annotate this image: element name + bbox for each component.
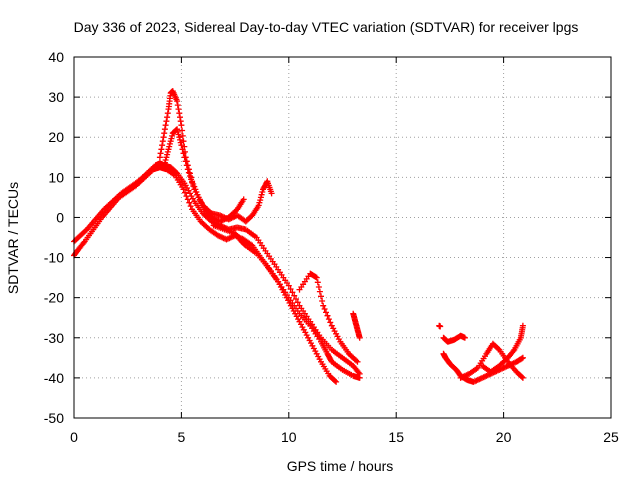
series-markers-track-i <box>440 332 468 345</box>
x-tick-label: 10 <box>281 429 297 445</box>
y-tick-label: -30 <box>44 330 64 346</box>
series-markers-track-d <box>161 126 275 225</box>
series-markers-track-g <box>350 310 363 341</box>
axis-ticks <box>73 56 612 419</box>
series-track-a <box>71 160 363 377</box>
chart-title: Day 336 of 2023, Sidereal Day-to-day VTE… <box>74 19 579 35</box>
tick-labels: 0 5 10 15 20 25 -50 -40 -30 -20 -10 0 10 20 30 40 <box>44 49 619 445</box>
series-markers-track-j <box>457 340 526 381</box>
series-markers-track-l <box>436 322 444 330</box>
y-tick-label: -20 <box>44 290 64 306</box>
series-track-k <box>479 322 526 375</box>
data-markers <box>71 88 526 385</box>
series-track-f <box>296 270 361 365</box>
y-tick-label: 30 <box>48 89 64 105</box>
series-markers-track-b <box>71 164 340 385</box>
x-tick-label: 25 <box>603 429 619 445</box>
grid-lines <box>74 57 611 418</box>
x-axis-label: GPS time / hours <box>287 458 394 474</box>
y-tick-label: -40 <box>44 370 64 386</box>
x-tick-label: 5 <box>178 429 186 445</box>
x-tick-label: 20 <box>496 429 512 445</box>
series-track-i <box>440 332 468 345</box>
series-markers-track-k <box>479 322 526 375</box>
series-track-l <box>436 322 444 330</box>
x-tick-label: 15 <box>388 429 404 445</box>
y-tick-label: 0 <box>56 209 64 225</box>
series-track-e <box>210 222 363 381</box>
series-track-b <box>71 164 340 385</box>
y-axis-label: SDTVAR / TECUs <box>5 182 21 294</box>
x-tick-label: 0 <box>70 429 78 445</box>
series-markers-track-a <box>71 160 363 377</box>
y-tick-label: 40 <box>48 49 64 65</box>
series-track-d <box>161 126 275 225</box>
series-markers-track-e <box>210 222 363 381</box>
series-track-g <box>350 310 363 341</box>
series-markers-track-f <box>296 270 361 365</box>
series-track-j <box>457 340 526 381</box>
y-tick-label: 10 <box>48 169 64 185</box>
y-tick-label: -50 <box>44 410 64 426</box>
y-tick-label: -10 <box>44 250 64 266</box>
y-tick-label: 20 <box>48 129 64 145</box>
plot-frame <box>73 56 612 419</box>
